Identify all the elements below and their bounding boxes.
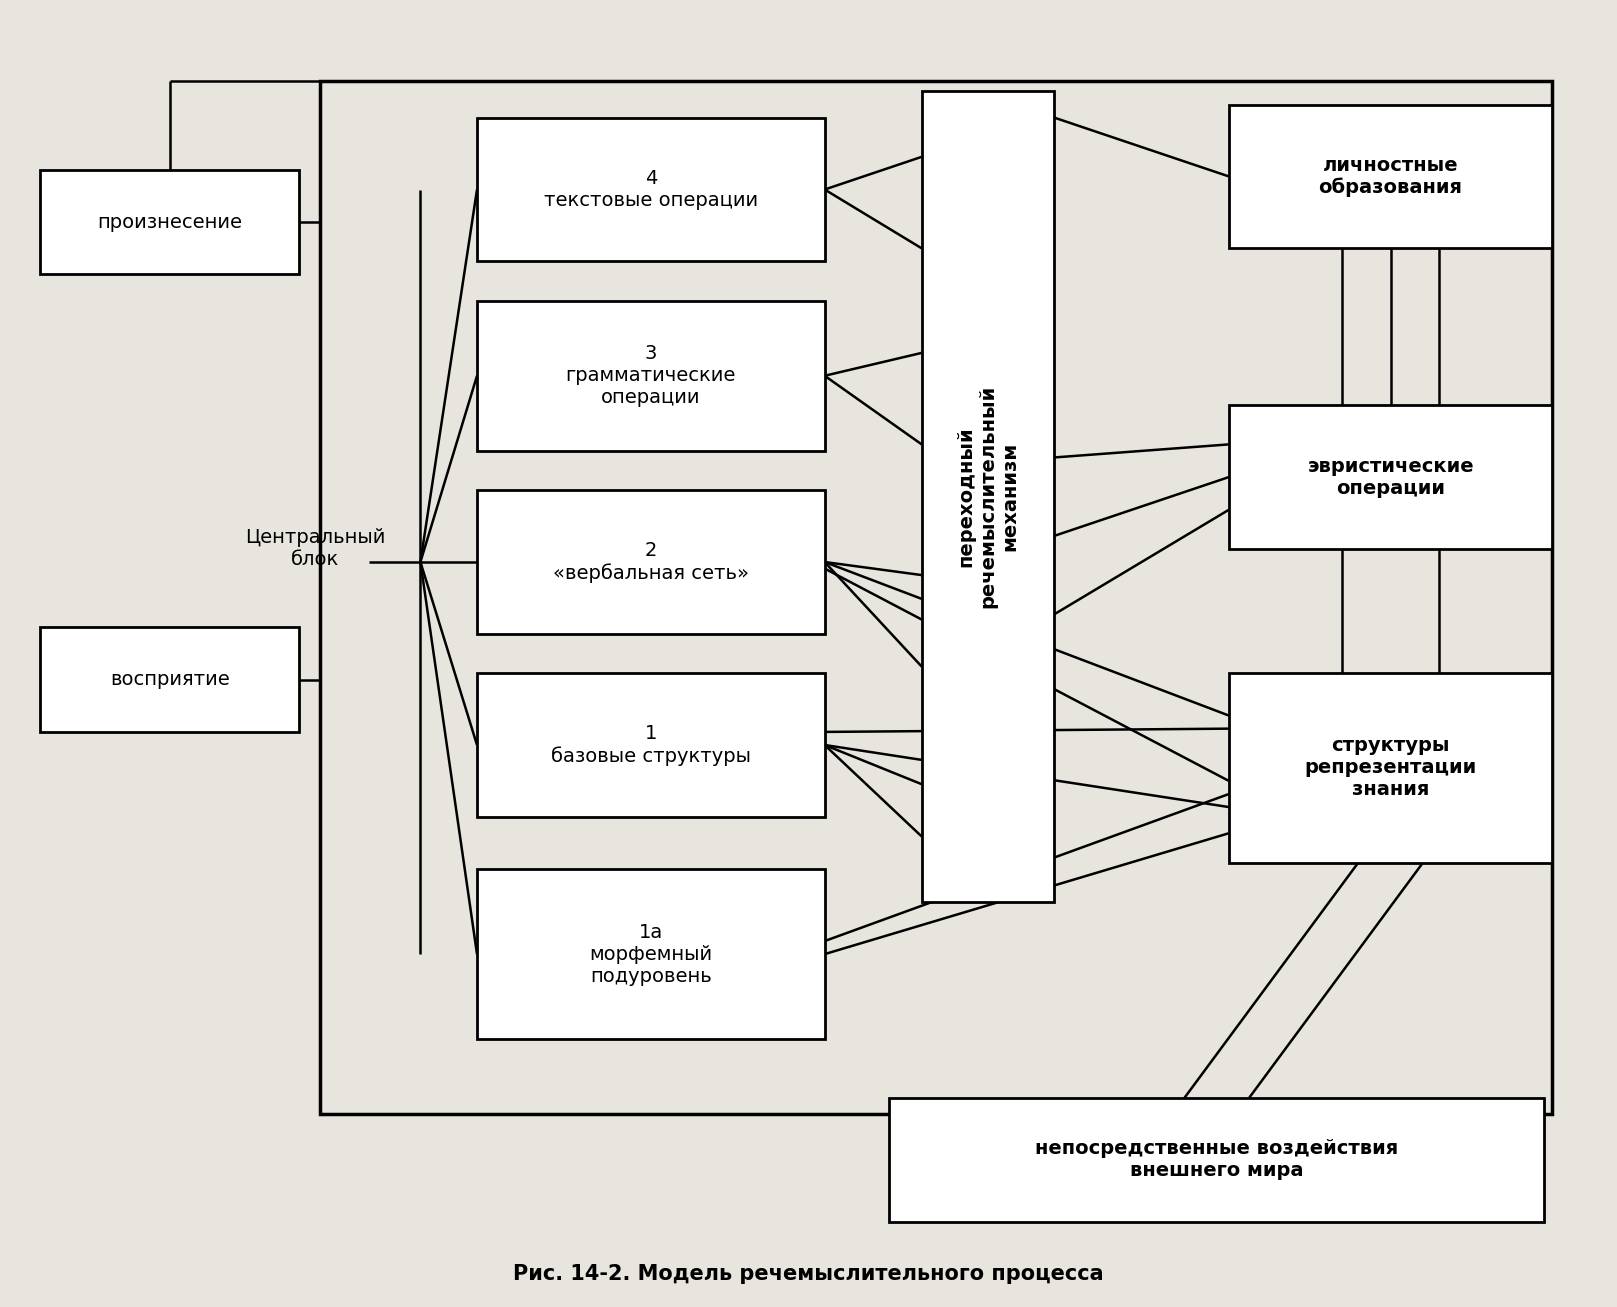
Text: 4
текстовые операции: 4 текстовые операции bbox=[543, 169, 758, 210]
FancyBboxPatch shape bbox=[477, 673, 825, 817]
FancyBboxPatch shape bbox=[477, 118, 825, 261]
FancyBboxPatch shape bbox=[1229, 405, 1552, 549]
FancyBboxPatch shape bbox=[477, 490, 825, 634]
Text: 2
«вербальная сеть»: 2 «вербальная сеть» bbox=[553, 541, 749, 583]
FancyBboxPatch shape bbox=[40, 170, 299, 274]
Text: произнесение: произнесение bbox=[97, 213, 243, 231]
Text: Рис. 14-2. Модель речемыслительного процесса: Рис. 14-2. Модель речемыслительного проц… bbox=[513, 1264, 1104, 1285]
Text: личностные
образования: личностные образования bbox=[1318, 156, 1463, 197]
Text: переходный
речемыслительный
механизм: переходный речемыслительный механизм bbox=[957, 386, 1019, 608]
FancyBboxPatch shape bbox=[922, 91, 1054, 902]
Text: эвристические
операции: эвристические операции bbox=[1307, 456, 1475, 498]
FancyBboxPatch shape bbox=[1229, 673, 1552, 863]
FancyBboxPatch shape bbox=[889, 1098, 1544, 1222]
Text: 1
базовые структуры: 1 базовые структуры bbox=[551, 724, 750, 766]
Text: 1а
морфемный
подуровень: 1а морфемный подуровень bbox=[589, 923, 713, 985]
Text: непосредственные воздействия
внешнего мира: непосредственные воздействия внешнего ми… bbox=[1035, 1140, 1399, 1180]
FancyBboxPatch shape bbox=[477, 301, 825, 451]
Text: 3
грамматические
операции: 3 грамматические операции bbox=[566, 344, 736, 408]
FancyBboxPatch shape bbox=[1229, 105, 1552, 248]
Text: структуры
репрезентации
знания: структуры репрезентации знания bbox=[1305, 736, 1476, 800]
FancyBboxPatch shape bbox=[40, 627, 299, 732]
Text: Центральный
блок: Центральный блок bbox=[246, 528, 385, 570]
FancyBboxPatch shape bbox=[477, 869, 825, 1039]
Text: восприятие: восприятие bbox=[110, 670, 230, 689]
